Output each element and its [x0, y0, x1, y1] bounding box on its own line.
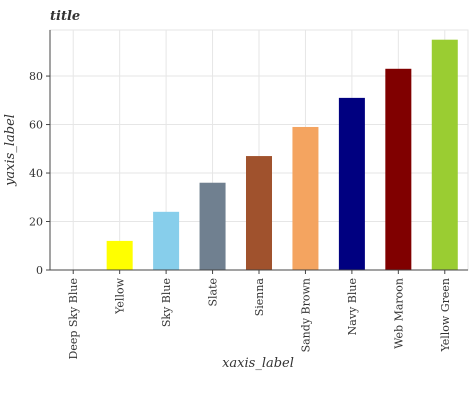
x-tick-label: Web Maroon [392, 278, 405, 349]
x-tick-label: Sienna [253, 278, 266, 317]
bars-layer [106, 39, 458, 271]
x-axis-label: xaxis_label [222, 356, 294, 371]
x-tick-label: Sandy Brown [299, 278, 312, 352]
y-tick-label: 80 [29, 70, 43, 83]
x-tick-label: Sky Blue [160, 278, 173, 327]
bar-yellow [106, 240, 133, 270]
y-tick-label: 40 [29, 167, 43, 180]
x-tick-label: Navy Blue [346, 278, 359, 335]
y-tick-label: 0 [36, 264, 43, 277]
y-tick-label: 20 [29, 216, 43, 229]
bar-navy-blue [338, 97, 365, 270]
labels-layer: 0 20 40 60 80 Deep Sky Blue Yellow Sky Blue Slat… [29, 70, 452, 359]
chart-title: title [50, 9, 80, 24]
x-tick-label: Deep Sky Blue [67, 278, 80, 360]
x-tick-label: Slate [207, 278, 220, 307]
y-axis-label: yaxis_label [3, 114, 18, 187]
bar-slate [199, 182, 226, 270]
bar-sandy-brown [292, 126, 319, 270]
axes-layer [46, 30, 468, 274]
bar-sienna [245, 156, 273, 270]
bar-yellow-green [431, 39, 458, 271]
x-tick-label: Yellow Green [439, 278, 452, 353]
x-tick-label: Yellow [114, 277, 127, 314]
bar-sky-blue [153, 211, 180, 270]
y-tick-label: 60 [29, 119, 43, 132]
bar-web-maroon [385, 68, 412, 271]
